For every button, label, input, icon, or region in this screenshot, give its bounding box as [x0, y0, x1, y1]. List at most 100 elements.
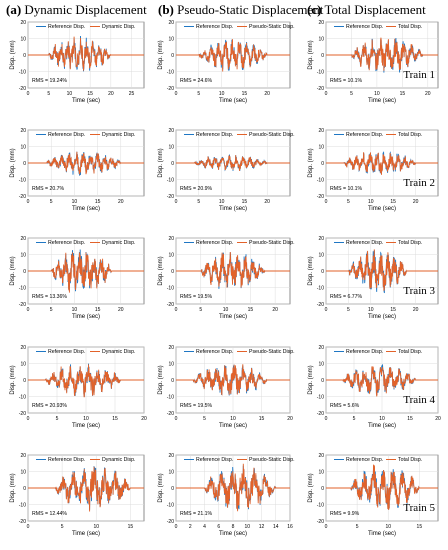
y-tick-label: 20: [168, 453, 174, 459]
x-tick-label: 15: [242, 91, 248, 97]
y-tick-label: 20: [20, 128, 26, 134]
x-tick-label: 10: [379, 416, 385, 422]
x-tick-label: 10: [368, 307, 374, 313]
x-axis-label: Time (sec): [219, 423, 247, 429]
y-tick-label: 20: [168, 20, 174, 26]
series-comparison-line: [326, 249, 438, 291]
y-tick-label: -20: [317, 302, 324, 308]
x-axis-label: Time (sec): [72, 206, 100, 212]
x-tick-label: 15: [128, 524, 134, 530]
train-label: Train 5: [403, 502, 435, 514]
rms-annotation: RMS = 21.1%: [180, 511, 213, 517]
y-axis-label: Disp. (mm): [10, 365, 16, 394]
x-tick-label: 20: [425, 91, 431, 97]
x-tick-label: 0: [325, 307, 328, 313]
y-tick-label: 10: [20, 253, 26, 259]
x-tick-label: 10: [93, 524, 99, 530]
x-tick-label: 20: [264, 199, 270, 205]
y-tick-label: 0: [321, 378, 324, 384]
x-tick-label: 2: [189, 524, 192, 530]
y-axis-label: Disp. (mm): [158, 365, 164, 394]
x-tick-label: 5: [199, 307, 202, 313]
y-tick-label: -10: [167, 503, 174, 509]
x-tick-label: 20: [118, 307, 124, 313]
column-header-b-tag: (b): [158, 2, 174, 17]
x-axis-label: Time (sec): [72, 531, 100, 537]
y-axis-label: Disp. (mm): [308, 40, 314, 69]
series-comparison-line: [176, 155, 290, 171]
rms-annotation: RMS = 9.9%: [330, 511, 360, 517]
y-tick-label: 10: [318, 253, 324, 259]
x-tick-label: 10: [385, 524, 391, 530]
y-tick-label: 10: [20, 145, 26, 151]
series-comparison-line: [326, 152, 438, 175]
rms-annotation: RMS = 5.6%: [330, 403, 360, 409]
x-tick-label: 0: [325, 91, 328, 97]
series-comparison-line: [176, 39, 290, 72]
column-header-a-tag: (a): [6, 2, 22, 17]
legend-label-reference: Reference Disp.: [196, 349, 233, 355]
y-tick-label: -20: [317, 411, 324, 417]
rms-annotation: RMS = 20.7%: [32, 186, 65, 192]
x-tick-label: 12: [259, 524, 265, 530]
y-tick-label: -20: [19, 86, 26, 92]
x-tick-label: 10: [83, 416, 89, 422]
legend-label-reference: Reference Disp.: [346, 132, 383, 138]
x-tick-label: 0: [27, 199, 30, 205]
legend-label-reference: Reference Disp.: [346, 240, 383, 246]
y-tick-label: 0: [23, 378, 26, 384]
legend-label-comparison: Pseudo-Static Disp.: [249, 349, 295, 355]
x-tick-label: 5: [350, 91, 353, 97]
y-tick-label: -10: [167, 395, 174, 401]
y-tick-label: 20: [318, 128, 324, 134]
chart-panel: -20 -10 0 10 20 0 5 10 15 Time (sec) Disp. (mm) Ref…: [10, 453, 145, 537]
y-tick-label: 20: [20, 20, 26, 26]
legend-label-comparison: Dynamic Disp.: [102, 240, 135, 246]
rms-annotation: RMS = 6.77%: [330, 294, 363, 300]
legend-label-reference: Reference Disp.: [48, 132, 85, 138]
x-tick-label: 20: [287, 416, 293, 422]
x-tick-label: 5: [197, 199, 200, 205]
y-tick-label: -10: [317, 395, 324, 401]
y-tick-label: -20: [19, 411, 26, 417]
chart-panel: -20 -10 0 10 20 0 5 10 15 20 25 Time (sec) Disp. (mm…: [10, 20, 145, 104]
column-header-c: (c) Total Displacement: [307, 2, 426, 18]
train-label: Train 3: [403, 285, 435, 297]
chart-panel: -20 -10 0 10 20 0 2 4 6 8 10 12 14 16 Time (sec) Disp. …: [158, 453, 295, 537]
x-tick-label: 0: [27, 416, 30, 422]
legend-label-comparison: Total Disp.: [398, 457, 422, 463]
y-axis-label: Disp. (mm): [10, 473, 16, 502]
y-tick-label: 0: [171, 486, 174, 492]
chart-panel: -20 -10 0 10 20 0 5 10 15 20 Time (sec) Disp. (mm) R…: [158, 236, 295, 320]
y-tick-label: 20: [168, 128, 174, 134]
y-tick-label: 20: [168, 236, 174, 242]
x-tick-label: 5: [203, 416, 206, 422]
y-axis-label: Disp. (mm): [308, 365, 314, 394]
legend-label-comparison: Pseudo-Static Disp.: [249, 132, 295, 138]
y-tick-label: 0: [23, 486, 26, 492]
legend-label-reference: Reference Disp.: [196, 457, 233, 463]
x-tick-label: 5: [56, 416, 59, 422]
series-comparison-line: [28, 151, 144, 175]
x-tick-label: 25: [129, 91, 135, 97]
x-tick-label: 5: [353, 416, 356, 422]
legend-label-comparison: Pseudo-Static Disp.: [249, 240, 295, 246]
column-header-a-text: Dynamic Displacement: [24, 2, 147, 17]
legend-label-comparison: Total Disp.: [398, 132, 422, 138]
y-tick-label: 10: [318, 37, 324, 43]
chart-panel: -20 -10 0 10 20 0 5 10 15 Time (sec) Disp. (mm) Ref…: [308, 453, 439, 537]
chart-panel: -20 -10 0 10 20 0 5 10 15 20 Time (sec) Disp. (mm) R…: [158, 128, 295, 212]
y-axis-label: Disp. (mm): [10, 256, 16, 285]
chart-panel: -20 -10 0 10 20 0 5 10 15 20 Time (sec) Disp. (mm) R…: [10, 236, 145, 320]
legend-label-reference: Reference Disp.: [48, 240, 85, 246]
y-tick-label: 0: [321, 269, 324, 275]
x-axis-label: Time (sec): [368, 98, 396, 104]
x-tick-label: 10: [219, 199, 225, 205]
y-tick-label: 20: [20, 236, 26, 242]
train-label: Train 4: [403, 394, 435, 406]
legend-label-reference: Reference Disp.: [346, 457, 383, 463]
x-tick-label: 15: [112, 416, 118, 422]
x-tick-label: 4: [203, 524, 206, 530]
x-tick-label: 5: [347, 199, 350, 205]
